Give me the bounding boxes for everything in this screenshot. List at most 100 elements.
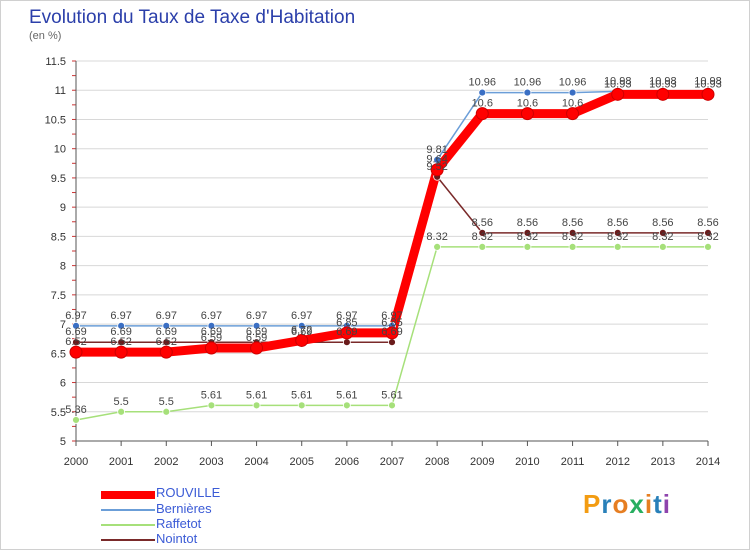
data-point <box>433 243 442 251</box>
y-tick-label: 9 <box>60 202 66 214</box>
data-point <box>207 401 216 410</box>
x-tick-label: 2013 <box>651 456 675 468</box>
data-label: 6.69 <box>336 326 357 338</box>
logo-letter: P <box>583 489 602 519</box>
data-point <box>388 338 396 347</box>
data-point <box>297 321 306 330</box>
data-label: 9.64 <box>426 154 447 166</box>
data-label: 6.59 <box>201 332 222 344</box>
data-label: 5.61 <box>291 389 312 401</box>
x-tick-label: 2009 <box>470 456 494 468</box>
data-point <box>658 228 667 237</box>
x-tick-label: 2007 <box>380 456 404 468</box>
data-point <box>72 416 80 424</box>
data-point <box>568 243 577 251</box>
data-point <box>478 88 487 97</box>
data-point <box>295 333 309 347</box>
unit-label: (en %) <box>29 30 62 42</box>
data-point <box>611 87 625 101</box>
logo-letter: x <box>629 489 645 519</box>
data-point <box>704 243 712 251</box>
y-tick-label: 7 <box>60 319 66 331</box>
data-point <box>613 228 622 237</box>
data-label: 6.69 <box>156 326 177 338</box>
logo-letter: t <box>653 489 663 519</box>
data-point <box>478 243 487 251</box>
data-point <box>72 321 80 330</box>
data-point <box>568 228 577 237</box>
logo-letter: i <box>644 489 654 519</box>
legend-swatch-rouville <box>101 491 155 499</box>
data-point <box>252 401 261 410</box>
data-label: 6.97 <box>156 310 177 322</box>
data-point <box>658 243 667 251</box>
x-tick-label: 2014 <box>696 456 720 468</box>
data-label: 10.93 <box>649 78 677 90</box>
data-label: 6.69 <box>110 326 131 338</box>
data-label: 10.96 <box>559 77 587 89</box>
y-tick-label: 11 <box>55 85 66 97</box>
data-point <box>704 228 712 237</box>
data-point <box>162 407 171 416</box>
data-label: 6.69 <box>201 326 222 338</box>
data-point <box>613 243 622 251</box>
legend-label-nointot: Nointot <box>156 531 198 546</box>
data-label: 8.32 <box>472 231 493 243</box>
proxiti-logo: Proxiti <box>583 489 671 520</box>
data-label: 5.61 <box>381 389 402 401</box>
y-tick-label: 8 <box>60 261 66 273</box>
data-label: 10.93 <box>694 78 722 90</box>
data-label: 5.61 <box>336 389 357 401</box>
data-label: 10.6 <box>472 98 493 110</box>
chart-title: Evolution du Taux de Taxe d'Habitation <box>29 7 356 28</box>
x-tick-label: 2012 <box>605 456 629 468</box>
data-point <box>114 345 128 359</box>
y-tick-label: 6.5 <box>51 348 66 360</box>
data-label: 10.98 <box>649 75 677 87</box>
data-label: 6.69 <box>381 326 402 338</box>
data-label: 8.56 <box>607 217 628 229</box>
data-point <box>520 107 534 121</box>
data-label: 10.98 <box>604 75 632 87</box>
x-tick-label: 2005 <box>289 456 313 468</box>
data-point <box>701 87 715 101</box>
data-label: 8.56 <box>472 217 493 229</box>
data-label: 6.72 <box>291 324 312 336</box>
data-label: 6.97 <box>246 310 267 322</box>
data-point <box>117 407 126 416</box>
y-tick-label: 6 <box>60 378 66 390</box>
data-label: 10.6 <box>562 98 583 110</box>
x-tick-label: 2002 <box>154 456 178 468</box>
data-label: 5.5 <box>159 396 174 408</box>
data-label: 6.52 <box>65 336 86 348</box>
data-point <box>385 326 399 340</box>
x-tick-label: 2010 <box>515 456 539 468</box>
x-tick-label: 2011 <box>561 456 585 468</box>
data-point <box>568 88 577 97</box>
data-label: 8.32 <box>562 231 583 243</box>
data-label: 10.96 <box>514 77 542 89</box>
data-label: 6.97 <box>110 310 131 322</box>
data-label: 8.32 <box>697 231 718 243</box>
data-point <box>162 321 171 330</box>
logo-letter: o <box>612 489 630 519</box>
data-label: 9.52 <box>426 161 447 173</box>
data-label: 6.69 <box>65 326 86 338</box>
data-point <box>566 107 580 121</box>
data-point <box>342 338 351 347</box>
data-label: 6.97 <box>65 310 86 322</box>
x-tick-label: 2000 <box>64 456 88 468</box>
data-label: 8.32 <box>426 231 447 243</box>
data-point <box>523 228 532 237</box>
data-label: 8.56 <box>562 217 583 229</box>
data-label: 8.32 <box>652 231 673 243</box>
y-tick-label: 7.5 <box>51 290 66 302</box>
logo-letter: i <box>662 489 671 519</box>
series-line-bernières <box>76 90 708 327</box>
data-point <box>340 326 354 340</box>
x-tick-label: 2004 <box>244 456 268 468</box>
data-label: 8.56 <box>517 217 538 229</box>
data-point <box>523 243 532 251</box>
data-label: 6.85 <box>381 317 402 329</box>
